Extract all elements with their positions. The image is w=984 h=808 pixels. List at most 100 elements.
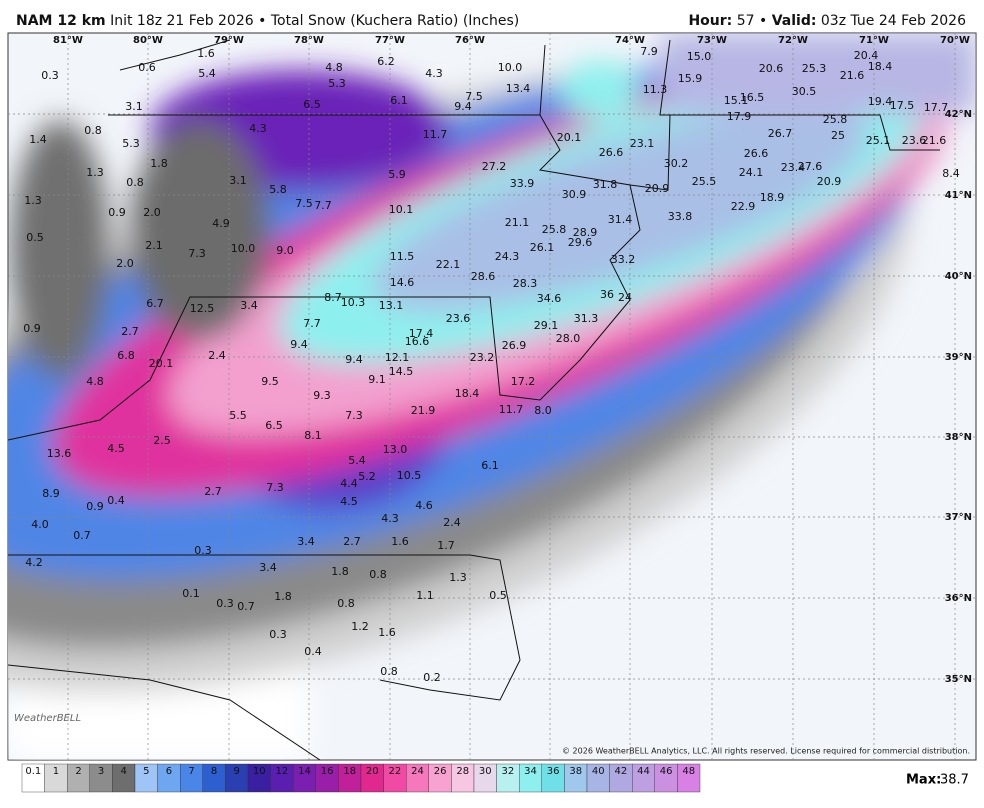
snow-amount-label: 4.9 [212, 217, 230, 230]
snow-amount-label: 25.1 [866, 134, 891, 147]
snow-amount-label: 13.1 [379, 299, 404, 312]
snow-amount-label: 8.0 [534, 404, 552, 417]
colorbar-tick-label: 36 [547, 766, 560, 777]
snow-amount-label: 27.6 [798, 160, 823, 173]
snow-amount-label: 23.6 [902, 134, 927, 147]
latitude-label: 37°N [945, 512, 972, 523]
colorbar-tick-label: 1 [53, 766, 59, 777]
snow-amount-label: 19.4 [868, 95, 893, 108]
snow-amount-label: 2.4 [443, 516, 461, 529]
snow-amount-label: 8.4 [942, 167, 960, 180]
longitude-label: 78°W [294, 35, 324, 46]
snow-amount-label: 4.3 [425, 67, 443, 80]
snow-amount-label: 2.0 [116, 257, 134, 270]
snow-amount-label: 4.8 [325, 61, 343, 74]
snow-amount-labels: 0.3 0.6 1.6 5.4 4.8 5.3 6.2 4.3 10.0 7.9 15.0 20.6 2… [23, 45, 960, 684]
snow-amount-label: 0.3 [41, 69, 59, 82]
snow-amount-label: 2.1 [145, 239, 163, 252]
snow-amount-label: 25.3 [802, 62, 827, 75]
longitude-label: 81°W [53, 35, 83, 46]
snow-amount-label: 9.4 [290, 338, 308, 351]
snow-amount-label: 20.1 [149, 357, 174, 370]
snow-amount-label: 27.2 [482, 160, 507, 173]
snow-amount-label: 4.4 [340, 477, 358, 490]
separator: • [258, 13, 266, 29]
snow-amount-label: 6.7 [146, 297, 164, 310]
snow-amount-label: 21.9 [411, 404, 436, 417]
snow-amount-label: 25.5 [692, 175, 717, 188]
snow-amount-label: 15.0 [687, 50, 712, 63]
colorbar-tick-label: 0.1 [25, 766, 41, 777]
snow-amount-label: 23.4 [781, 161, 806, 174]
snow-amount-label: 10.0 [231, 242, 256, 255]
logo: WeatherBELL [14, 713, 81, 724]
longitude-label: 70°W [940, 35, 970, 46]
product-name: Total Snow (Kuchera Ratio) (Inches) [270, 13, 519, 29]
snow-amount-label: 9.4 [454, 100, 472, 113]
snow-amount-label: 25 [831, 129, 845, 142]
snow-amount-label: 0.9 [86, 500, 104, 513]
snow-amount-label: 0.9 [108, 206, 126, 219]
snow-amount-label: 26.7 [768, 127, 793, 140]
latitude-label: 41°N [945, 190, 972, 201]
snow-amount-label: 2.7 [121, 325, 139, 338]
snow-amount-label: 33.8 [668, 210, 693, 223]
max-label: Max: [906, 773, 941, 788]
snow-amount-label: 4.6 [415, 499, 433, 512]
snow-amount-label: 6.8 [117, 349, 135, 362]
colorbar-tick-label: 6 [166, 766, 172, 777]
snow-amount-label: 3.4 [259, 561, 277, 574]
snow-amount-label: 12.5 [190, 302, 215, 315]
snow-amount-label: 7.3 [188, 247, 206, 260]
snow-amount-label: 31.8 [593, 178, 618, 191]
longitude-label: 71°W [859, 35, 889, 46]
snow-amount-label: 0.8 [337, 597, 355, 610]
colorbar-tick-label: 10 [253, 766, 266, 777]
snow-amount-label: 5.4 [348, 454, 366, 467]
longitude-label: 72°W [778, 35, 808, 46]
snow-amount-label: 29.6 [568, 236, 593, 249]
snow-amount-label: 14.5 [389, 365, 414, 378]
snow-amount-label: 2.4 [208, 349, 226, 362]
snow-amount-label: 1.3 [24, 194, 42, 207]
snow-amount-label: 5.4 [198, 67, 216, 80]
snow-amount-label: 5.3 [328, 77, 346, 90]
snow-amount-label: 11.5 [390, 250, 415, 263]
snow-amount-label: 4.8 [86, 375, 104, 388]
snow-amount-label: 18.9 [760, 191, 785, 204]
snow-amount-label: 11.3 [643, 83, 668, 96]
snow-amount-label: 7.3 [266, 481, 284, 494]
colorbar-swatch [677, 763, 701, 793]
snow-amount-label: 1.8 [331, 565, 349, 578]
snow-amount-label: 6.1 [481, 459, 499, 472]
snow-amount-label: 26.1 [530, 241, 555, 254]
snow-amount-label: 10.3 [341, 296, 366, 309]
snow-amount-label: 16.6 [405, 335, 430, 348]
snow-amount-label: 30.5 [792, 85, 817, 98]
snow-amount-label: 4.3 [381, 512, 399, 525]
snow-amount-label: 6.1 [390, 94, 408, 107]
snow-amount-label: 13.4 [506, 82, 531, 95]
snow-amount-label: 18.4 [868, 60, 893, 73]
snow-amount-label: 7.3 [345, 409, 363, 422]
snow-amount-label: 23.2 [470, 351, 495, 364]
snow-amount-label: 0.2 [423, 671, 441, 684]
snow-amount-label: 14.6 [390, 276, 415, 289]
snow-amount-label: 0.7 [73, 529, 91, 542]
snow-amount-label: 6.5 [265, 419, 283, 432]
colorbar-tick-label: 42 [615, 766, 628, 777]
snow-amount-label: 9.1 [368, 373, 386, 386]
snow-amount-label: 16.5 [740, 91, 765, 104]
snow-amount-label: 26.6 [744, 147, 769, 160]
snow-amount-label: 33.2 [611, 253, 636, 266]
snow-amount-label: 9.0 [276, 244, 294, 257]
snow-amount-label: 20.1 [557, 131, 582, 144]
snow-amount-label: 29.1 [534, 319, 559, 332]
snow-amount-label: 10.5 [397, 469, 422, 482]
snow-amount-label: 1.1 [416, 589, 434, 602]
snow-amount-label: 1.6 [391, 535, 409, 548]
snow-amount-label: 2.7 [204, 485, 222, 498]
snow-amount-label: 0.9 [23, 322, 41, 335]
snow-amount-label: 8.7 [324, 291, 342, 304]
longitude-label: 74°W [615, 35, 645, 46]
